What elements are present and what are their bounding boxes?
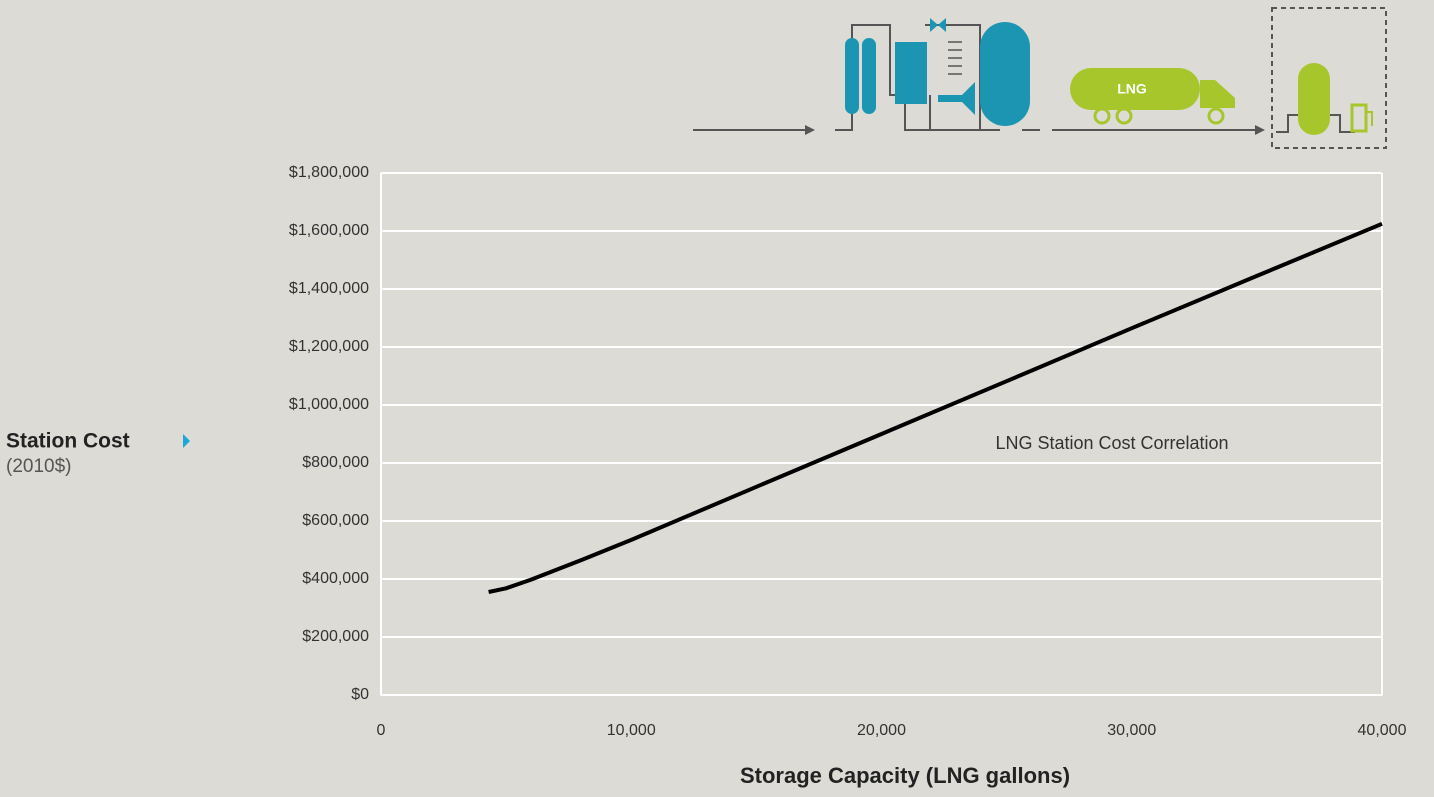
y-tick-label: $600,000 xyxy=(302,512,369,529)
y-tick-label: $200,000 xyxy=(302,628,369,645)
y-tick-label: $400,000 xyxy=(302,570,369,587)
annotation: LNG Station Cost Correlation xyxy=(995,433,1228,453)
data-line xyxy=(488,221,1383,594)
y-tick-label: $1,800,000 xyxy=(289,164,369,181)
y-axis-label: Station Cost xyxy=(6,430,130,453)
y-tick-label: $1,200,000 xyxy=(289,338,369,355)
x-tick-label: 30,000 xyxy=(1107,722,1156,739)
x-tick-label: 0 xyxy=(377,722,386,739)
arrow-icon xyxy=(183,434,190,448)
x-tick-label: 20,000 xyxy=(857,722,906,739)
y-tick-label: $0 xyxy=(351,686,369,703)
x-tick-label: 10,000 xyxy=(607,722,656,739)
process-diagram: LNG xyxy=(693,7,1387,149)
y-tick-label: $1,600,000 xyxy=(289,222,369,239)
y-tick-label: $800,000 xyxy=(302,454,369,471)
y-tick-label: $1,400,000 xyxy=(289,280,369,297)
y-axis-unit: (2010$) xyxy=(6,456,72,477)
icon-label: LNG xyxy=(1117,81,1147,97)
x-tick-label: 40,000 xyxy=(1358,722,1407,739)
x-axis-label: Storage Capacity (LNG gallons) xyxy=(740,763,1070,788)
y-tick-label: $1,000,000 xyxy=(289,396,369,413)
